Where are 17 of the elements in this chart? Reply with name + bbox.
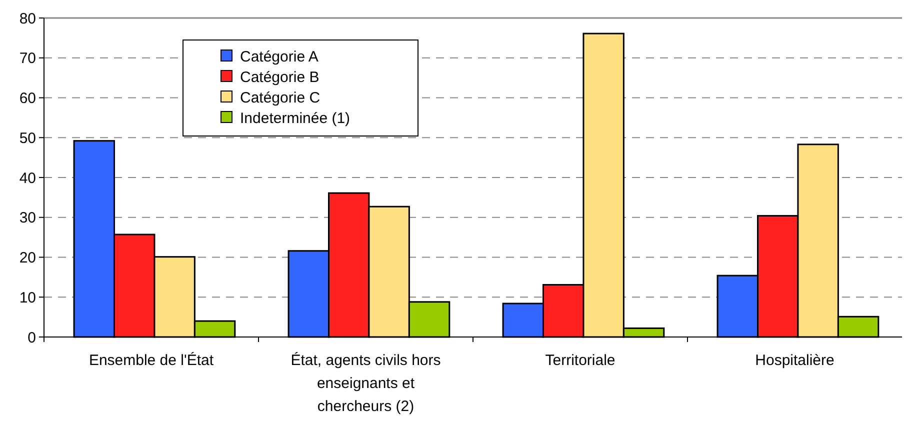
y-tick-label: 40 — [19, 170, 36, 187]
legend-label: Catégorie B — [240, 68, 320, 86]
y-tick-label: 50 — [19, 130, 36, 147]
y-tick-label: 30 — [19, 210, 36, 227]
legend-label: Indeterminée (1) — [240, 110, 350, 127]
y-tick-label: 20 — [19, 250, 36, 266]
x-tick-label: État, agents civils hors enseignants et chercheurs (2) — [290, 351, 441, 415]
x-tick-label: Hospitalière — [755, 352, 834, 369]
y-tick-label: 60 — [19, 90, 36, 107]
legend-label: Catégorie A — [240, 48, 318, 66]
x-tick-label: Ensemble de l'État — [88, 351, 214, 369]
y-tick-label: 10 — [19, 289, 36, 306]
legend-label: Catégorie C — [240, 89, 320, 106]
y-tick-label: 0 — [28, 329, 36, 346]
y-tick-label: 70 — [19, 50, 36, 68]
y-tick-label: 80 — [19, 10, 36, 28]
x-tick-label: Territoriale — [545, 352, 616, 369]
